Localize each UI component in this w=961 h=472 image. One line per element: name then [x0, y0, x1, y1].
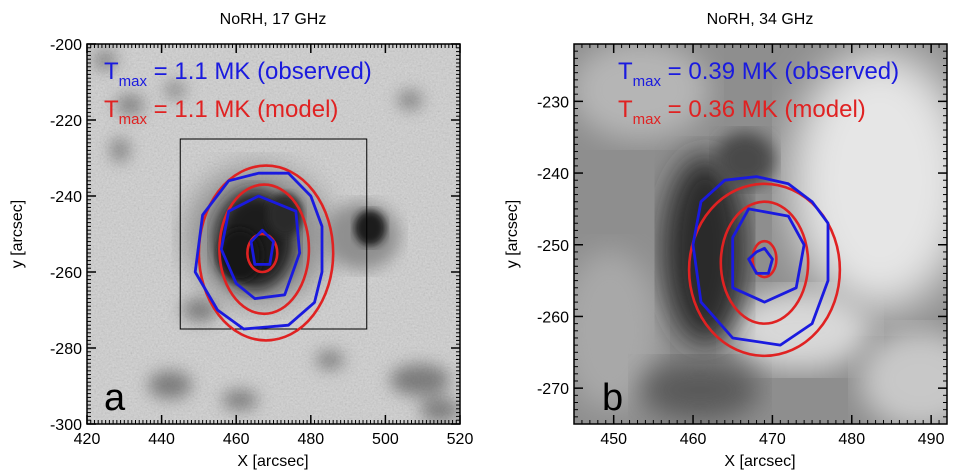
model-contour	[687, 182, 842, 358]
panel-b-label: b	[602, 377, 623, 419]
model-contour	[218, 183, 311, 316]
x-tick-label: 440	[148, 431, 175, 448]
x-tick-label: 500	[372, 431, 399, 448]
x-tick-label: 460	[223, 431, 250, 448]
y-tick-label: -240	[537, 166, 569, 183]
panel-a: NoRH, 17 GHz	[9, 11, 473, 470]
observed-contour	[249, 228, 275, 266]
y-tick-label: -240	[50, 189, 82, 206]
annotation-sub: max	[633, 73, 662, 90]
region-box	[179, 138, 368, 330]
x-tick-label: 420	[74, 431, 101, 448]
annotation-T: T	[104, 96, 119, 123]
annotation-sub: max	[119, 73, 148, 90]
y-tick-label: -250	[537, 238, 569, 255]
panel-a-contours	[179, 138, 368, 342]
y-tick-label: -220	[50, 113, 82, 130]
y-tick-label: -260	[50, 265, 82, 282]
annotation-T: T	[618, 58, 633, 85]
model-contour	[246, 232, 279, 274]
panel-b: NoRH, 34 GHz 450 460 470 480 490 -270 -260 -250…	[504, 11, 948, 470]
annotation-sub: max	[119, 111, 148, 128]
panel-a-annotation-observed: Tmax = 1.1 MK (observed)	[104, 58, 372, 90]
annotation-text: = 0.36 MK (model)	[661, 96, 866, 123]
x-tick-label: 490	[918, 431, 945, 448]
annotation-text: = 0.39 MK (observed)	[661, 58, 899, 85]
annotation-text: = 1.1 MK (observed)	[147, 58, 372, 85]
observed-contour	[691, 175, 830, 347]
observed-contour	[219, 194, 302, 301]
annotation-T: T	[104, 58, 119, 85]
panel-a-label: a	[104, 377, 126, 419]
y-tick-label: -200	[50, 37, 82, 54]
x-tick-label: 470	[759, 431, 786, 448]
panel-b-annotation-observed: Tmax = 0.39 MK (observed)	[618, 58, 899, 90]
panel-a-axes: 420 440 460 480 500 520 -300 -280 -260 -240 -220 -2…	[50, 37, 473, 448]
panel-b-axes: 450 460 470 480 490 -270 -260 -250 -240 -230	[537, 43, 948, 448]
observed-contour	[731, 207, 806, 304]
panel-a-title: NoRH, 17 GHz	[220, 11, 327, 28]
model-contour	[751, 239, 778, 279]
panel-b-contours	[687, 175, 842, 358]
panel-b-annotation-model: Tmax = 0.36 MK (model)	[618, 96, 866, 128]
panel-b-image	[574, 44, 947, 424]
y-tick-label: -300	[50, 417, 82, 434]
panel-a-xlabel: X [arcsec]	[237, 453, 308, 470]
panel-a-annotation-model: Tmax = 1.1 MK (model)	[104, 96, 338, 128]
model-contour	[719, 200, 810, 325]
x-tick-label: 480	[297, 431, 324, 448]
annotation-text: = 1.1 MK (model)	[147, 96, 338, 123]
panel-b-xlabel: X [arcsec]	[724, 453, 795, 470]
y-tick-label: -280	[50, 341, 82, 358]
y-tick-label: -260	[537, 309, 569, 326]
panel-a-ylabel: y [arcsec]	[9, 200, 26, 268]
x-tick-label: 520	[447, 431, 474, 448]
x-tick-label: 460	[680, 431, 707, 448]
observed-contour	[747, 246, 774, 275]
annotation-T: T	[618, 96, 633, 123]
x-tick-label: 480	[838, 431, 865, 448]
panel-b-frame	[573, 43, 948, 425]
panel-b-ylabel: y [arcsec]	[504, 200, 521, 268]
y-tick-label: -230	[537, 94, 569, 111]
annotation-sub: max	[633, 111, 662, 128]
observed-contour	[193, 171, 324, 331]
y-tick-label: -270	[537, 381, 569, 398]
x-tick-label: 450	[600, 431, 627, 448]
panel-b-title: NoRH, 34 GHz	[707, 11, 814, 28]
